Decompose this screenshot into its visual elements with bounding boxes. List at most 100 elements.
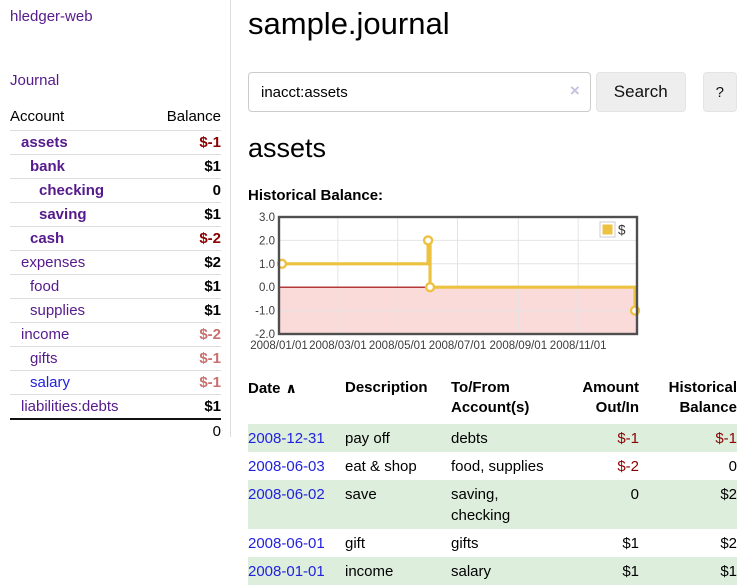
register-col-date[interactable]: Date ∧	[248, 376, 345, 424]
register-row: 2008-06-03 eat & shop food, supplies $-2 0	[248, 452, 737, 480]
accounts-col-account: Account	[10, 108, 65, 125]
transaction-amount: $-2	[617, 458, 639, 475]
x-axis-tick: 2008/05/01	[369, 340, 427, 352]
search-input[interactable]	[248, 72, 591, 112]
account-balance: $1	[204, 398, 221, 415]
chart-label: Historical Balance:	[248, 187, 384, 204]
transaction-accounts: gifts	[451, 535, 479, 552]
account-link[interactable]: cash	[30, 230, 65, 247]
account-balance: 0	[212, 182, 221, 199]
account-row: bank $1	[10, 154, 221, 179]
register-row: 2008-12-31 pay off debts $-1 $-1	[248, 424, 737, 452]
transaction-description: income	[345, 563, 394, 580]
transaction-date-link[interactable]: 2008-01-01	[248, 563, 325, 580]
register-table: Date ∧ Description To/From Account(s) Amount…	[248, 376, 737, 585]
register-col-label: To/From Account(s)	[451, 379, 530, 416]
account-link[interactable]: gifts	[30, 350, 58, 367]
clear-search-icon[interactable]: ×	[569, 81, 580, 100]
transaction-accounts: saving, checking	[451, 486, 511, 524]
account-link[interactable]: expenses	[21, 254, 86, 271]
account-balance: $2	[204, 254, 221, 271]
transaction-balance: $1	[720, 563, 737, 580]
account-link[interactable]: assets	[21, 134, 68, 151]
account-link[interactable]: saving	[39, 206, 87, 223]
register-col-amount-out-in: Amount Out/In	[559, 376, 639, 424]
account-link[interactable]: bank	[30, 158, 66, 175]
sort-ascending-icon: ∧	[285, 380, 297, 396]
transaction-accounts: food, supplies	[451, 458, 544, 475]
register-col-description: Description	[345, 376, 451, 424]
transaction-accounts: salary	[451, 563, 492, 580]
account-link[interactable]: food	[30, 278, 60, 295]
transaction-balance: 0	[728, 458, 737, 475]
account-row: checking 0	[10, 178, 221, 203]
register-header-row: Date ∧ Description To/From Account(s) Amount…	[248, 376, 737, 424]
app-title-link[interactable]: hledger-web	[10, 8, 93, 25]
account-balance: $1	[204, 206, 221, 223]
transaction-amount: 0	[630, 486, 639, 503]
accounts-table: Account Balance assets $-1 bank $1 checking 0…	[10, 105, 221, 443]
transaction-date-link[interactable]: 2008-12-31	[248, 430, 325, 447]
y-axis-tick: 1.0	[259, 259, 275, 271]
x-axis-tick: 2008/03/01	[309, 340, 367, 352]
account-row: food $1	[10, 274, 221, 299]
transaction-amount: $1	[622, 535, 639, 552]
register-col-label: Historical Balance	[668, 379, 737, 416]
account-row: supplies $1	[10, 298, 221, 323]
nav-journal-link[interactable]: Journal	[10, 72, 60, 89]
x-axis-tick: 2008/09/01	[490, 340, 548, 352]
account-row: saving $1	[10, 202, 221, 227]
transaction-description: gift	[345, 535, 366, 552]
transaction-amount: $-1	[617, 430, 639, 447]
x-axis-tick: 2008/07/01	[429, 340, 487, 352]
accounts-total-balance: 0	[212, 423, 221, 440]
account-link[interactable]: checking	[39, 182, 105, 199]
account-row: expenses $2	[10, 250, 221, 275]
register-row: 2008-06-01 gift gifts $1 $2	[248, 529, 737, 557]
register-col-label: Date	[248, 380, 281, 397]
y-axis-tick: -1.0	[255, 306, 275, 318]
transaction-balance: $2	[720, 535, 737, 552]
account-balance: $1	[204, 278, 221, 295]
account-balance: $-1	[199, 374, 221, 391]
chart-legend-label: $	[618, 223, 626, 238]
transaction-accounts: debts	[451, 430, 488, 447]
transaction-date-link[interactable]: 2008-06-03	[248, 458, 325, 475]
account-link[interactable]: supplies	[30, 302, 86, 319]
transaction-date-link[interactable]: 2008-06-02	[248, 486, 325, 503]
register-col-historical-balance: Historical Balance	[639, 376, 737, 424]
x-axis-tick: 2008/11/01	[550, 340, 607, 352]
account-link[interactable]: liabilities:debts	[21, 398, 119, 415]
account-link[interactable]: income	[21, 326, 70, 343]
account-balance: $-2	[199, 230, 221, 247]
account-balance: $1	[204, 302, 221, 319]
y-axis-tick: 2.0	[259, 235, 275, 247]
transaction-amount: $1	[622, 563, 639, 580]
transaction-description: save	[345, 486, 377, 503]
sidebar: hledger-web Journal Account Balance asse…	[0, 0, 231, 440]
help-button[interactable]: ?	[702, 72, 737, 112]
account-row: assets $-1	[10, 130, 221, 155]
register-col-label: Description	[345, 379, 428, 396]
account-row: gifts $-1	[10, 346, 221, 371]
register-col-to-from-account-s-: To/From Account(s)	[451, 376, 559, 424]
register-col-label: Amount Out/In	[582, 379, 639, 416]
account-row: salary $-1	[10, 370, 221, 395]
account-row: liabilities:debts $1	[10, 394, 221, 420]
main-content: sample.journal × Search ? assets Histori…	[248, 0, 737, 585]
account-balance: $1	[204, 158, 221, 175]
search-button[interactable]: Search	[595, 72, 686, 112]
transaction-balance: $2	[720, 486, 737, 503]
transaction-balance: $-1	[715, 430, 737, 447]
y-axis-tick: -2.0	[255, 329, 275, 341]
transaction-date-link[interactable]: 2008-06-01	[248, 535, 325, 552]
accounts-header-row: Account Balance	[10, 105, 221, 131]
x-axis-tick: 2008/01/01	[250, 340, 308, 352]
account-link[interactable]: salary	[30, 374, 71, 391]
account-balance: $-1	[199, 134, 221, 151]
page-title: sample.journal	[248, 6, 450, 41]
historical-balance-chart: $3.0 2.0 1.0 0.0 -1.0 -2.0 2008/01/01 2008/03/0…	[248, 212, 737, 355]
transaction-description: eat & shop	[345, 458, 417, 475]
accounts-col-balance: Balance	[166, 108, 221, 125]
